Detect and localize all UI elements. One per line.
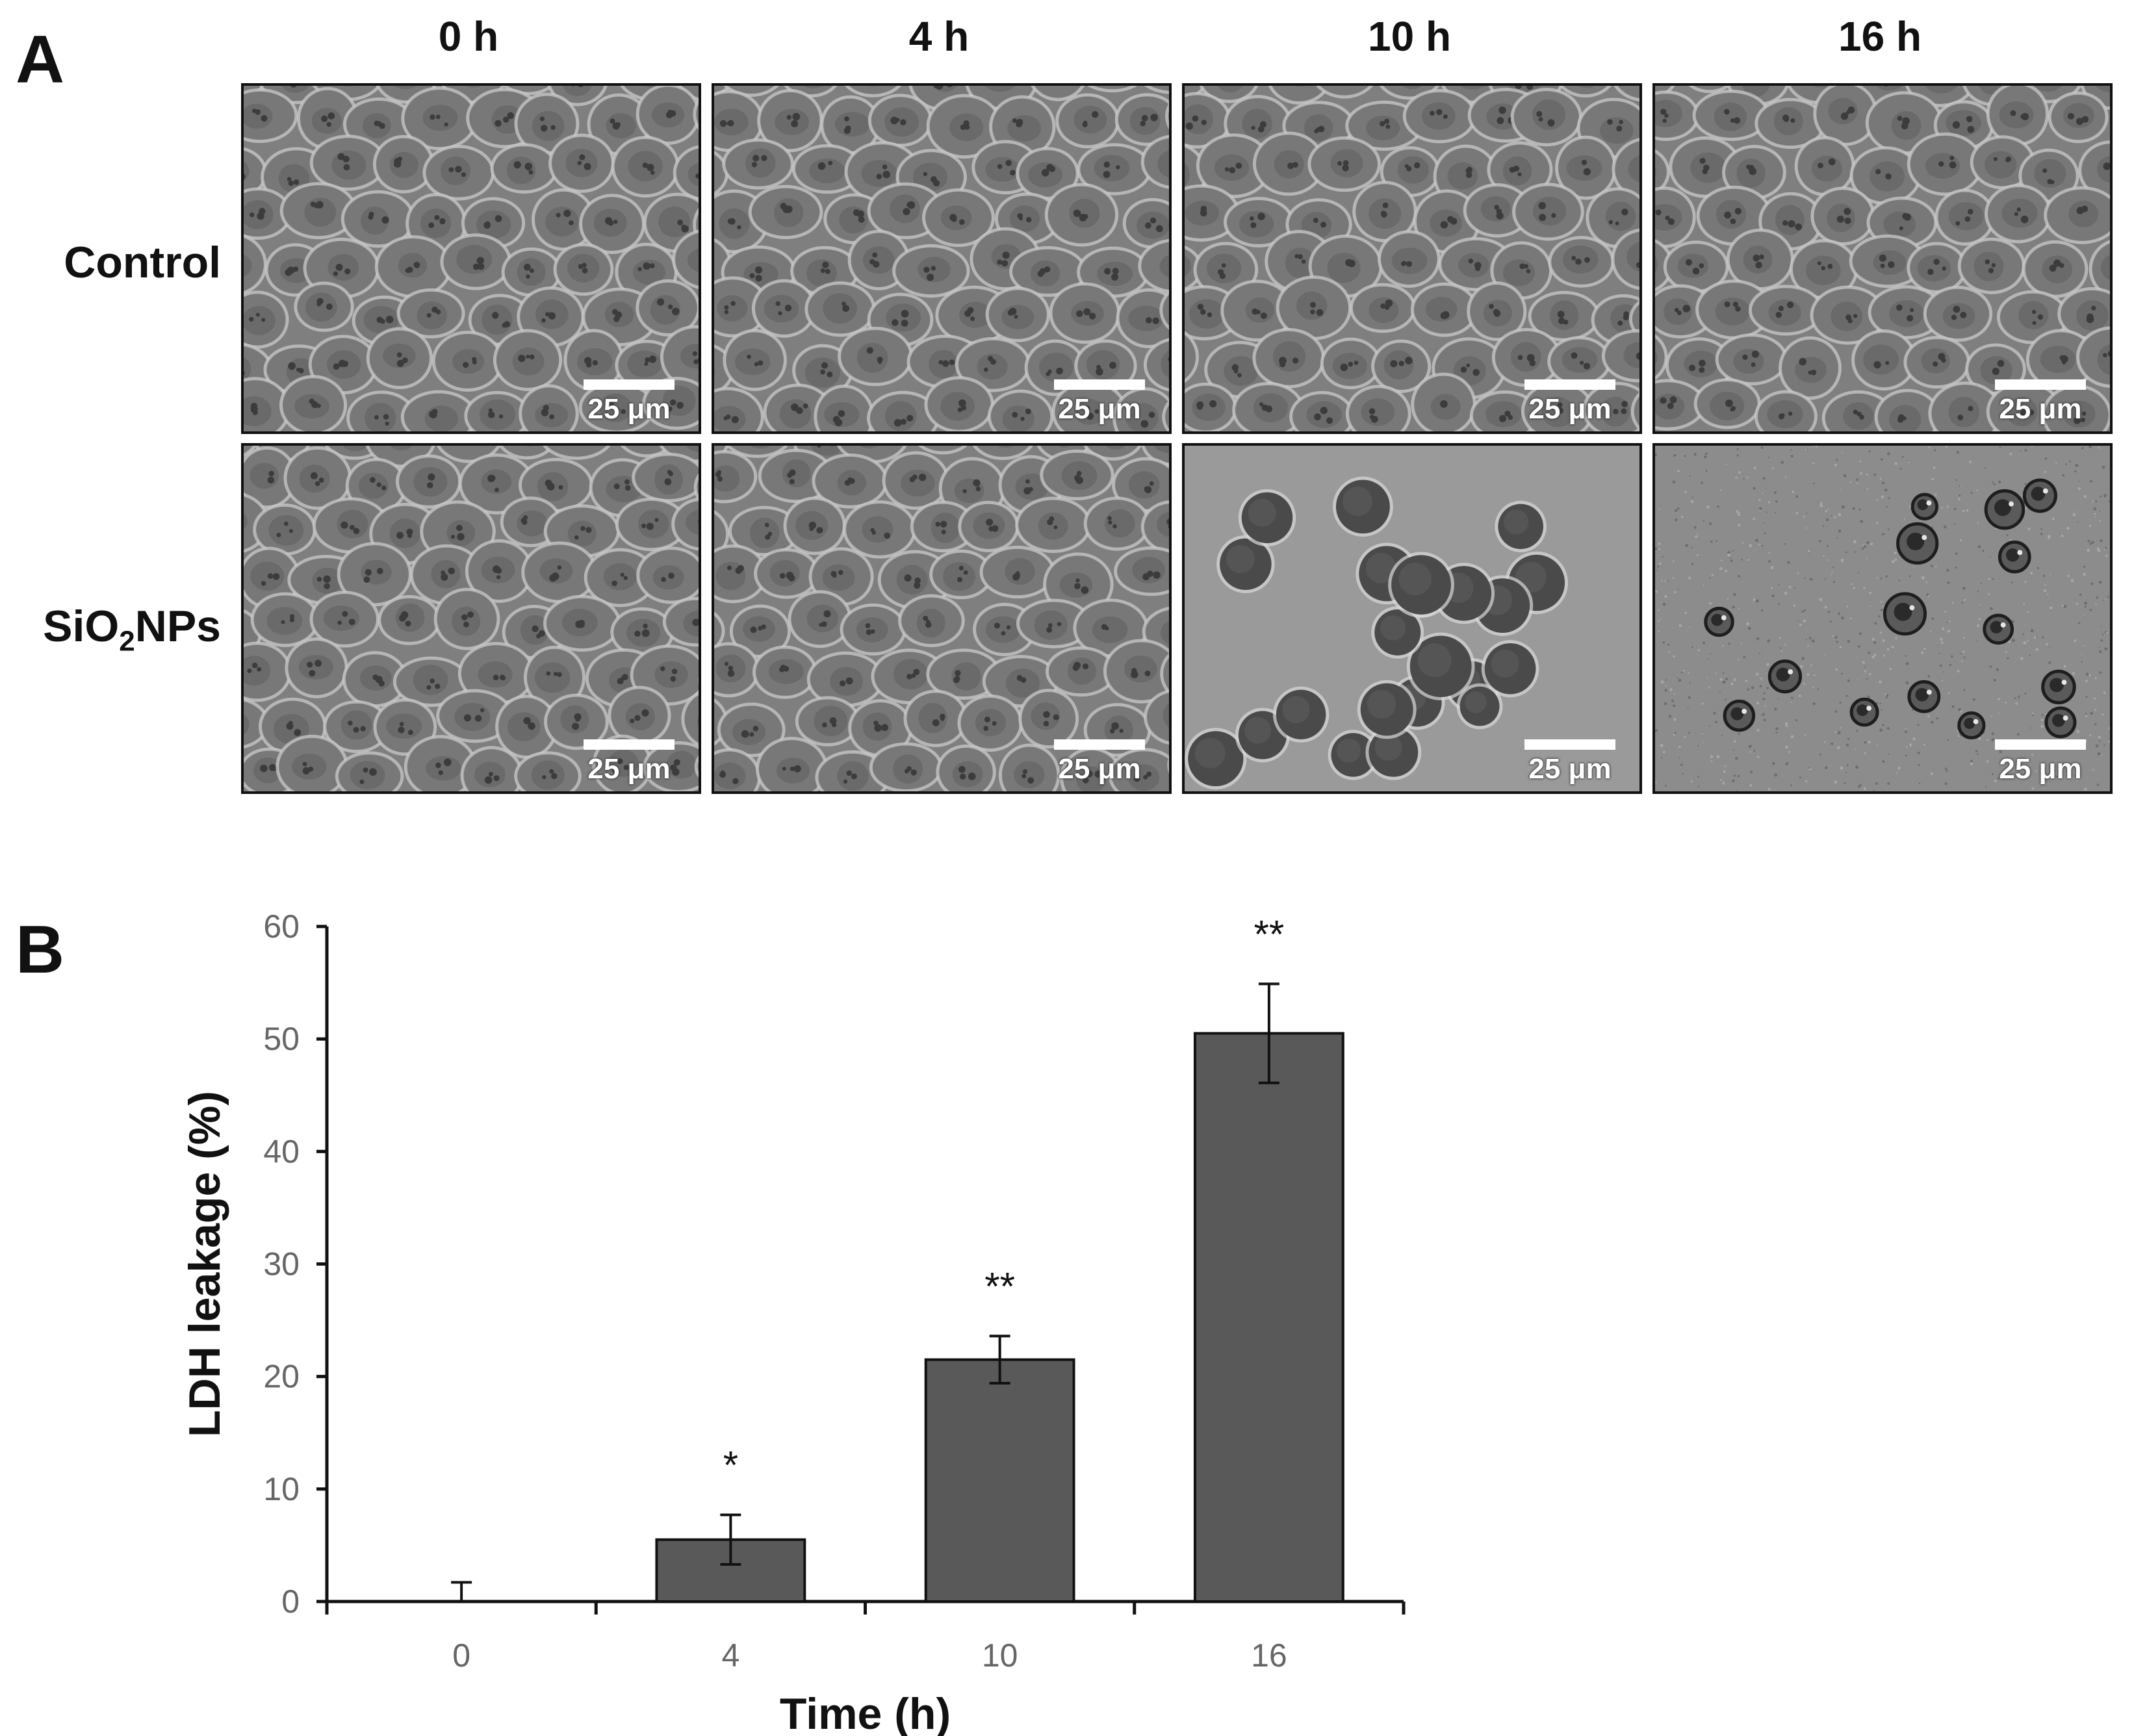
micrograph-image (244, 446, 699, 791)
y-tick-label: 30 (263, 1246, 300, 1283)
scale-bar: 25 μm (1051, 739, 1148, 784)
x-axis-title: Time (h) (780, 1689, 951, 1736)
bar-16 (1193, 1032, 1344, 1603)
micrograph-image (244, 86, 699, 431)
micrograph-image (714, 446, 1169, 791)
y-axis-title: LDH leakage (%) (180, 1091, 229, 1437)
column-header-10h: 10 h (1367, 13, 1452, 60)
micrograph-sio2nps-0h: 25 μm (241, 443, 701, 794)
micrograph-sio2nps-10h: 25 μm (1182, 443, 1642, 794)
x-tick-label: 10 (982, 1637, 1018, 1674)
row-label-sio2nps-tail: NPs (135, 602, 221, 651)
micrograph-image (1655, 86, 2110, 431)
x-tick-label: 4 (721, 1637, 739, 1674)
row-label-sio2nps-subscript: 2 (119, 625, 135, 657)
y-tick-label: 20 (263, 1359, 300, 1395)
scale-bar-label: 25 μm (1999, 753, 2082, 785)
significance-marker: ** (984, 1264, 1015, 1308)
scale-bar-line (1524, 739, 1615, 750)
x-tick-label: 0 (452, 1637, 470, 1674)
column-header-0h: 0 h (438, 13, 499, 60)
scale-bar: 25 μm (1051, 379, 1148, 424)
y-tick-label: 10 (263, 1471, 300, 1507)
scale-bar-label: 25 μm (1999, 393, 2082, 425)
scale-bar-line (1524, 379, 1615, 390)
micrograph-control-16h: 25 μm (1652, 83, 2113, 434)
scale-bar: 25 μm (580, 379, 678, 424)
micrograph-control-4h: 25 μm (712, 83, 1172, 434)
y-tick-label: 60 (263, 908, 300, 945)
scale-bar: 25 μm (580, 739, 678, 784)
y-tick-label: 40 (263, 1133, 300, 1169)
micrograph-image (1185, 446, 1639, 791)
panel-a-letter: A (16, 22, 65, 97)
micrograph-image (1655, 446, 2110, 791)
scale-bar: 25 μm (1521, 739, 1619, 784)
row-label-sio2nps-text: SiO (43, 602, 120, 651)
x-tick-label: 16 (1251, 1637, 1287, 1674)
scale-bar-line (584, 739, 675, 750)
scale-bar-line (584, 379, 675, 390)
micrograph-control-0h: 25 μm (241, 83, 701, 434)
scale-bar-label: 25 μm (1058, 393, 1141, 425)
scale-bar-label: 25 μm (587, 393, 671, 425)
micrograph-control-10h: 25 μm (1182, 83, 1642, 434)
ldh-leakage-bar-chart: 0 10 20 30 40 50 60 0 4 * 10 ** 16 ** Time (h) LDH leak… (180, 908, 1406, 1736)
row-label-control-text: Control (64, 238, 221, 287)
micrograph-image (1185, 86, 1639, 431)
micrograph-sio2nps-16h: 25 μm (1652, 443, 2113, 794)
y-tick-label: 0 (281, 1583, 300, 1620)
scale-bar-line (1995, 379, 2086, 390)
scale-bar-label: 25 μm (587, 753, 671, 785)
panel-b-letter: B (16, 912, 65, 988)
scale-bar-line (1054, 379, 1145, 390)
micrograph-sio2nps-4h: 25 μm (712, 443, 1172, 794)
row-label-sio2nps: SiO2NPs (13, 604, 221, 656)
scale-bar: 25 μm (1521, 379, 1619, 424)
significance-marker: ** (1254, 912, 1285, 956)
scale-bar-line (1054, 739, 1145, 750)
column-header-16h: 16 h (1838, 13, 1922, 60)
micrograph-image (714, 86, 1169, 431)
scale-bar-line (1995, 739, 2086, 750)
scale-bar-label: 25 μm (1058, 753, 1141, 785)
significance-marker: * (723, 1444, 738, 1487)
column-header-4h: 4 h (908, 13, 970, 60)
row-label-control: Control (13, 240, 221, 285)
scale-bar-label: 25 μm (1528, 753, 1612, 785)
scale-bar-label: 25 μm (1528, 393, 1612, 425)
scale-bar: 25 μm (1992, 379, 2089, 424)
y-tick-label: 50 (263, 1021, 300, 1057)
bar-10 (924, 1358, 1075, 1603)
scale-bar: 25 μm (1992, 739, 2089, 784)
